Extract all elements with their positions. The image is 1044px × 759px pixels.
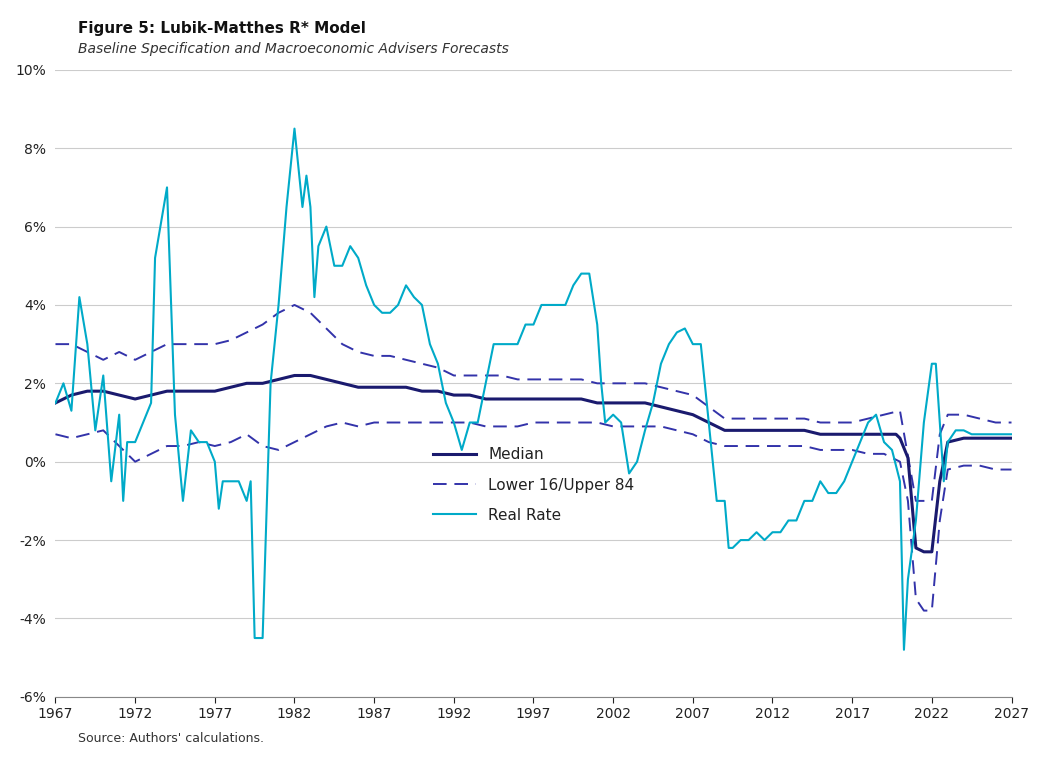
Text: Source: Authors' calculations.: Source: Authors' calculations.: [78, 732, 264, 745]
Text: Baseline Specification and Macroeconomic Advisers Forecasts: Baseline Specification and Macroeconomic…: [78, 42, 509, 55]
Text: Figure 5: Lubik-Matthes R* Model: Figure 5: Lubik-Matthes R* Model: [78, 21, 366, 36]
Legend: Median, Lower 16/Upper 84, Real Rate: Median, Lower 16/Upper 84, Real Rate: [427, 441, 641, 529]
